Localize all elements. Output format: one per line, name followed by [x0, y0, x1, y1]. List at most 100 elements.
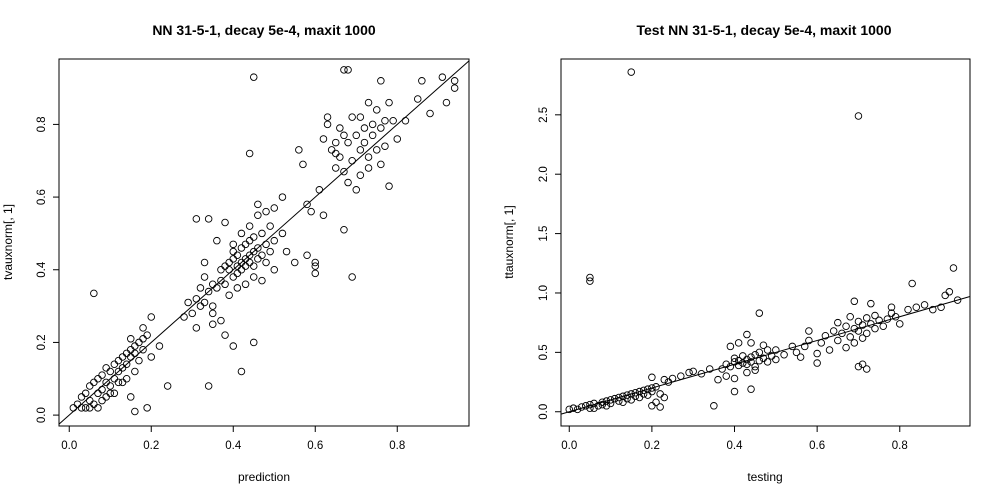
right-x-axis: 0.0 0.2 0.4 0.6 0.8 — [561, 426, 908, 452]
right-data-point — [623, 391, 631, 399]
left-x-tick-label: 0.0 — [61, 440, 77, 452]
left-data-point — [450, 84, 459, 92]
left-data-point — [270, 204, 279, 212]
left-data-point — [241, 280, 250, 289]
right-data-point — [854, 112, 863, 120]
left-data-point — [94, 404, 102, 412]
left-data-point — [155, 342, 164, 350]
right-data-point — [648, 402, 656, 410]
left-data-point — [204, 287, 213, 296]
left-data-point — [221, 331, 229, 339]
right-data-point — [755, 348, 764, 357]
left-data-point — [131, 349, 139, 358]
left-data-point — [225, 291, 233, 299]
left-data-point — [245, 222, 254, 230]
left-data-point — [77, 393, 86, 401]
left-data-point — [414, 95, 422, 103]
left-data-point — [126, 335, 135, 343]
right-data-point — [710, 402, 718, 410]
left-chart: NN 31-5-1, decay 5e-4, maxit 1000 0.0 0.2… — [1, 22, 470, 484]
left-data-point — [245, 258, 254, 267]
left-data-point — [332, 138, 340, 147]
left-data-point — [188, 309, 196, 318]
left-data-point — [90, 289, 98, 298]
right-data-point — [871, 324, 879, 333]
left-data-point — [143, 331, 151, 339]
right-reference-line — [560, 296, 971, 415]
left-data-point — [340, 66, 348, 74]
right-data-point — [896, 320, 904, 328]
left-data-point — [102, 364, 110, 372]
left-data-point — [131, 407, 139, 416]
right-data-point — [829, 327, 838, 335]
right-data-point — [772, 355, 780, 364]
left-y-tick-label: 0.4 — [36, 261, 48, 278]
right-chart-title: Test NN 31-5-1, decay 5e-4, maxit 1000 — [637, 22, 892, 38]
right-data-point — [743, 330, 751, 339]
left-data-point — [221, 218, 229, 227]
right-data-point — [875, 316, 883, 325]
right-data-point — [825, 346, 834, 354]
left-data-point — [139, 324, 147, 332]
left-data-point — [377, 160, 385, 169]
left-data-point — [208, 302, 217, 310]
left-data-point — [69, 404, 78, 412]
right-data-point — [730, 354, 739, 363]
left-reference-line — [58, 60, 470, 425]
left-data-point — [94, 389, 102, 398]
right-data-point — [730, 374, 739, 383]
left-data-point — [393, 135, 402, 143]
left-data-point — [118, 353, 127, 361]
left-data-point — [373, 146, 381, 154]
left-plot-frame — [58, 58, 470, 427]
right-data-point — [586, 273, 594, 282]
left-data-point — [340, 131, 348, 140]
right-data-point — [639, 386, 648, 395]
right-data-point — [689, 367, 697, 376]
right-data-point — [747, 358, 755, 366]
left-data-point — [438, 73, 447, 81]
right-data-point — [747, 353, 755, 361]
left-data-point — [143, 404, 151, 412]
left-data-point — [336, 124, 344, 132]
left-data-point — [282, 247, 291, 256]
left-data-point — [233, 251, 242, 259]
right-data-point — [751, 366, 759, 374]
left-data-point — [126, 393, 135, 401]
left-data-point — [90, 378, 98, 387]
right-chart: Test NN 31-5-1, decay 5e-4, maxit 1000 0… — [502, 22, 971, 484]
left-data-point — [192, 295, 201, 303]
left-data-point — [270, 266, 279, 274]
left-data-point — [254, 211, 262, 219]
left-data-point — [221, 262, 229, 270]
left-data-point — [291, 258, 299, 267]
right-data-point — [656, 403, 664, 411]
left-data-point — [278, 193, 287, 201]
left-data-point — [114, 356, 123, 365]
left-x-axis-label: prediction — [238, 470, 290, 484]
right-data-point — [739, 352, 747, 360]
left-data-point — [204, 215, 213, 223]
right-data-point — [953, 296, 962, 304]
left-data-point — [249, 262, 258, 270]
left-data-point — [381, 117, 389, 125]
left-data-point — [418, 77, 426, 85]
left-data-point — [340, 226, 348, 234]
left-data-point — [348, 113, 356, 121]
right-x-tick-label: 0.8 — [892, 440, 908, 452]
right-data-point — [817, 339, 826, 347]
right-data-point — [565, 405, 574, 414]
left-data-point — [135, 338, 143, 347]
left-data-point — [249, 273, 258, 281]
left-data-point — [258, 251, 266, 259]
left-data-point — [270, 236, 279, 245]
right-data-point — [648, 373, 656, 382]
left-data-point — [229, 255, 237, 263]
left-data-point — [249, 338, 258, 347]
left-x-tick-label: 0.2 — [143, 440, 159, 452]
left-data-point — [213, 236, 221, 245]
right-data-point — [763, 358, 772, 366]
left-data-point — [139, 335, 147, 343]
left-data-point — [233, 269, 242, 278]
left-data-point — [237, 244, 246, 252]
